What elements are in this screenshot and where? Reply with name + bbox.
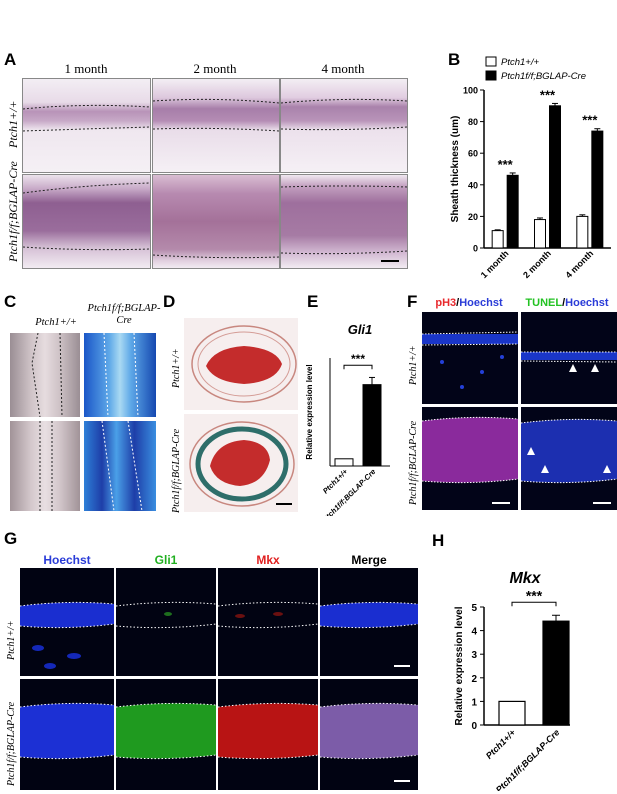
fluor-tunel-mutant — [521, 407, 617, 510]
panel-label-g: G — [4, 529, 18, 548]
b-significance: *** — [582, 113, 598, 128]
he-image-wt-2month — [152, 78, 280, 173]
h-y-tick-label: 1 — [471, 697, 477, 708]
panel-d-row-mutant: Ptch1f/f;BGLAP-Cre — [171, 428, 182, 513]
b-legend-swatch — [485, 70, 497, 81]
panel-f-row-wt: Ptch1+/+ — [408, 345, 419, 385]
b-significance: *** — [540, 87, 556, 102]
h-bar — [542, 620, 570, 726]
panel-b-chart: 0 20 40 60 80 100 Sheath thickness (um) Ptch1+/… — [450, 56, 611, 280]
b-y-axis-label: Sheath thickness (um) — [450, 116, 461, 223]
panel-g-col-hoechst: Hoechst — [43, 553, 91, 567]
panel-label-f: F — [407, 292, 418, 311]
panel-g-col-merge: Merge — [351, 553, 387, 567]
h-y-tick-label: 4 — [471, 627, 477, 638]
panel-g-col-gli1: Gli1 — [154, 553, 178, 567]
b-y-tick-label: 0 — [473, 244, 478, 254]
b-bar — [576, 215, 589, 249]
panel-label-h: H — [432, 531, 445, 550]
panel-a-col-1month: 1 month — [64, 61, 108, 76]
g-gli1-wt — [116, 568, 216, 676]
h-y-axis-label: Relative expression level — [454, 606, 465, 725]
b-bar — [549, 105, 561, 249]
b-x-tick-label: 2 month — [521, 248, 553, 280]
h-title: Mkx — [509, 570, 541, 587]
fluor-ph3-wt — [422, 312, 518, 404]
panel-label-d: D — [163, 292, 176, 311]
wholemount-wt-1 — [10, 333, 80, 417]
h-y-tick-label: 2 — [471, 674, 477, 685]
e-title: Gli1 — [348, 322, 373, 337]
panel-g-col-mkx: Mkx — [256, 553, 280, 567]
panel-a-col-2month: 2 month — [193, 61, 237, 76]
b-y-tick-label: 80 — [468, 117, 478, 127]
h-significance: *** — [526, 587, 543, 603]
he-image-wt-4month — [280, 78, 408, 173]
b-legend-label: Ptch1+/+ — [501, 57, 539, 68]
b-y-tick-label: 100 — [463, 86, 478, 96]
panel-h-chart: Mkx 0 1 2 3 4 5 Relative expression level Ptch1+… — [454, 570, 570, 791]
g-mkx-wt — [218, 568, 318, 676]
panel-label-e: E — [307, 292, 319, 311]
he-image-mutant-1month — [22, 174, 151, 269]
b-x-tick-label: 1 month — [479, 248, 511, 280]
b-y-tick-label: 40 — [468, 180, 478, 190]
h-y-tick-label: 5 — [471, 603, 477, 614]
g-hoechst-wt — [20, 568, 114, 676]
panel-f-row-mutant: Ptch1f/f;BGLAP-Cre — [408, 420, 419, 505]
panel-f-col-tunel: TUNEL/Hoechst — [525, 297, 609, 309]
wholemount-wt-2 — [10, 421, 80, 511]
fluor-tunel-wt — [521, 312, 617, 404]
g-merge-mutant — [320, 679, 418, 790]
wholemount-mutant-1 — [84, 333, 156, 417]
b-bar — [491, 230, 504, 249]
panel-f-col-ph3: pH3/Hoechst — [435, 297, 503, 309]
b-y-tick-label: 60 — [468, 149, 478, 159]
panel-d-row-wt: Ptch1+/+ — [171, 348, 182, 388]
b-significance: *** — [498, 157, 514, 172]
he-image-wt-1month — [22, 78, 151, 173]
e-significance: *** — [351, 352, 365, 366]
h-y-tick-label: 0 — [471, 721, 477, 732]
panel-a-col-4month: 4 month — [321, 61, 365, 76]
e-bar — [362, 384, 382, 467]
panel-a-row-wt: Ptch1+/+ — [6, 100, 20, 148]
section-wt — [184, 318, 298, 410]
b-legend-swatch — [485, 56, 497, 67]
panel-a-row-mutant: Ptch1f/f;BGLAP-Cre — [6, 161, 20, 262]
panel-g-row-mutant: Ptch1f/f;BGLAP-Cre — [6, 701, 17, 786]
section-mutant — [184, 414, 298, 512]
panel-g-row-wt: Ptch1+/+ — [6, 620, 17, 660]
e-x-tick-label: Ptch1+/+ — [321, 467, 350, 496]
he-image-mutant-4month — [280, 174, 408, 269]
b-y-tick-label: 20 — [468, 212, 478, 222]
b-bar — [506, 174, 519, 249]
e-significance-bracket — [343, 364, 373, 370]
he-image-mutant-2month — [152, 174, 280, 269]
h-y-tick-label: 3 — [471, 650, 477, 661]
b-bar — [591, 130, 604, 249]
panel-label-b: B — [448, 50, 461, 69]
panel-c-col-wt: Ptch1+/+ — [35, 317, 77, 328]
b-bar — [534, 219, 546, 249]
b-legend-label: Ptch1f/f;BGLAP-Cre — [501, 71, 586, 82]
g-gli1-mutant — [116, 679, 216, 790]
h-bar — [498, 700, 526, 726]
wholemount-mutant-2 — [84, 421, 156, 511]
e-y-axis-label: Relative expression level — [305, 364, 314, 459]
panel-label-c: C — [4, 292, 17, 311]
g-mkx-mutant — [218, 679, 318, 790]
e-bar — [334, 458, 354, 467]
b-x-tick-label: 4 month — [563, 248, 595, 280]
panel-label-a: A — [4, 50, 17, 69]
fluor-ph3-mutant — [422, 407, 518, 510]
h-x-tick-label: Ptch1+/+ — [484, 727, 518, 761]
h-significance-bracket — [511, 601, 557, 607]
panel-c-col-mutant: Ptch1f/f;BGLAP-Cre — [87, 303, 161, 326]
g-merge-wt — [320, 568, 418, 676]
g-hoechst-mutant — [20, 679, 114, 790]
